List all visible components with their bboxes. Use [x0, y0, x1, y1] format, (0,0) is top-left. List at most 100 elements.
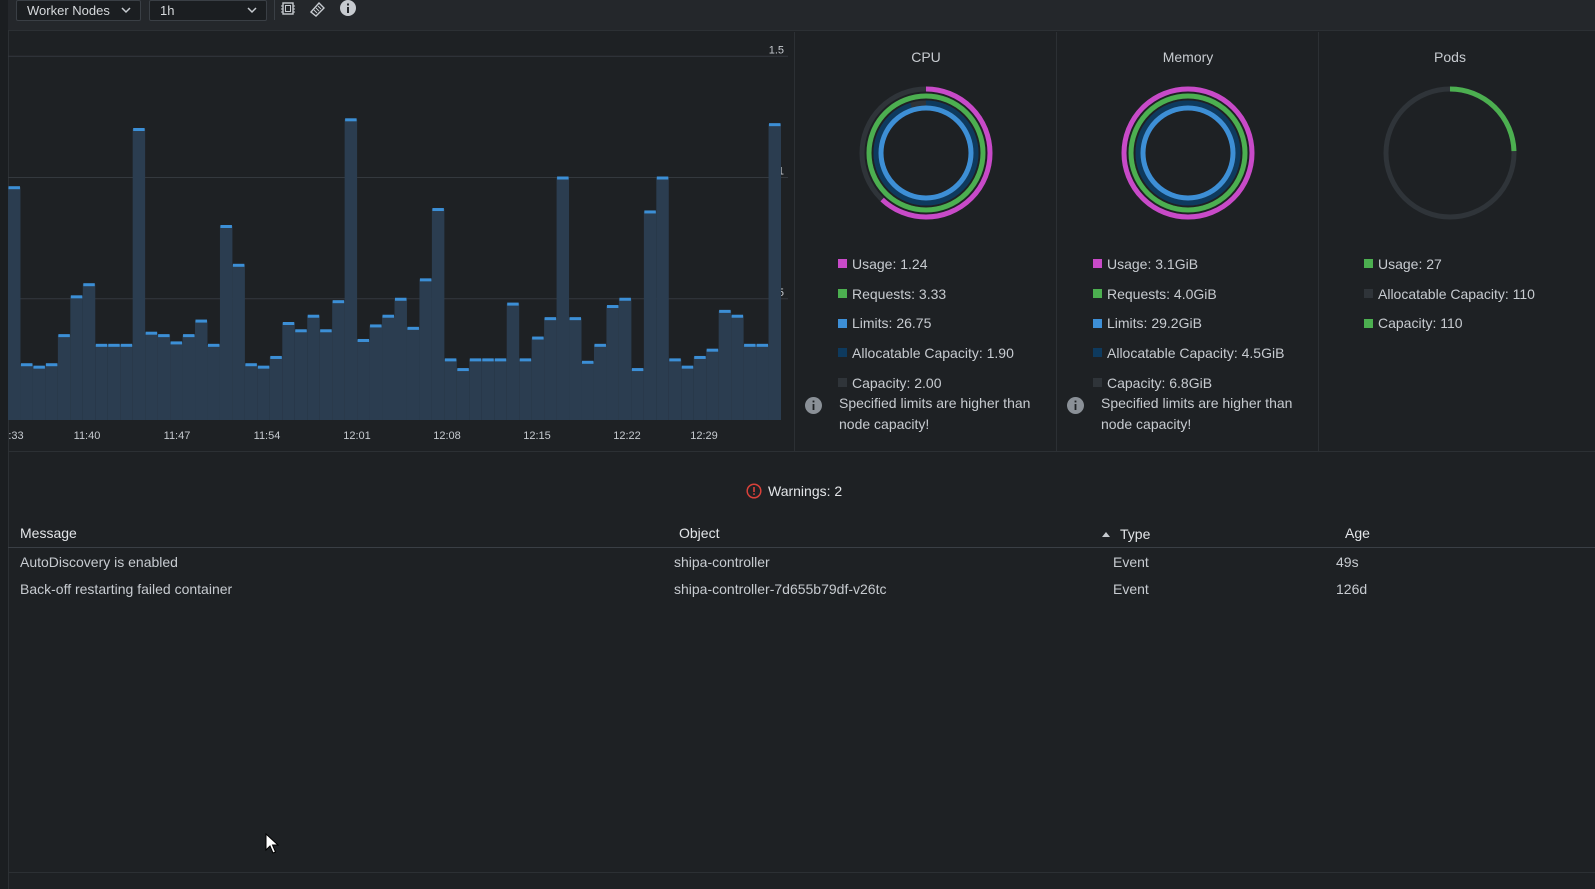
bar[interactable] — [382, 315, 395, 420]
bar[interactable] — [107, 344, 121, 420]
pods-title: Pods — [1434, 49, 1466, 65]
bar[interactable] — [369, 325, 383, 420]
bar[interactable] — [32, 366, 46, 420]
bar[interactable] — [569, 318, 582, 420]
legend-limits: Limits: 26.75 — [838, 308, 1014, 338]
cell-object[interactable]: shipa-controller-7d655b79df-v26tc — [674, 581, 887, 597]
bar[interactable] — [170, 342, 183, 420]
bar[interactable] — [431, 209, 445, 420]
bar[interactable] — [456, 369, 470, 420]
usage-arc — [859, 86, 993, 220]
chevron-down-icon — [247, 7, 257, 14]
bar[interactable] — [319, 330, 333, 420]
bar[interactable] — [469, 359, 482, 420]
column-header-object[interactable]: Object — [679, 525, 720, 541]
bar[interactable] — [494, 359, 507, 420]
x-tick-label: 12:01 — [343, 430, 371, 442]
bar[interactable] — [20, 364, 33, 420]
cell-type: Event — [1113, 554, 1149, 570]
bar-cap — [681, 365, 694, 369]
pods-panel: Pods Usage: 27 Allocatable Capacity: 110… — [1318, 32, 1595, 451]
bar[interactable] — [294, 330, 308, 420]
bar[interactable] — [257, 366, 270, 420]
bar[interactable] — [182, 335, 196, 420]
bar[interactable] — [743, 344, 757, 420]
bar[interactable] — [631, 369, 644, 420]
bar[interactable] — [768, 124, 781, 421]
legend-capacity: Capacity: 110 — [1364, 308, 1535, 338]
bar[interactable] — [244, 364, 258, 420]
bar[interactable] — [531, 337, 545, 420]
bar[interactable] — [444, 359, 457, 420]
bar[interactable] — [57, 335, 71, 420]
bar[interactable] — [618, 298, 632, 420]
legend-label: Usage: 3.1GiB — [1107, 255, 1199, 272]
bar[interactable] — [45, 364, 58, 420]
bar[interactable] — [643, 211, 657, 420]
bar[interactable] — [269, 356, 283, 420]
bar[interactable] — [556, 177, 570, 421]
bar[interactable] — [681, 366, 694, 420]
cpu-icon[interactable] — [278, 0, 298, 18]
bar-cap — [482, 358, 494, 362]
bar[interactable] — [145, 332, 158, 420]
column-header-message[interactable]: Message — [20, 525, 77, 541]
bar-cap — [95, 343, 108, 347]
legend-swatch — [838, 348, 847, 358]
bar[interactable] — [219, 226, 233, 420]
bar[interactable] — [82, 284, 96, 420]
memory-icon[interactable] — [307, 0, 327, 18]
bar[interactable] — [132, 129, 146, 420]
bar[interactable] — [706, 349, 719, 420]
bar[interactable] — [506, 303, 520, 420]
bar-cap — [769, 123, 781, 127]
column-header-age[interactable]: Age — [1345, 525, 1370, 541]
bar[interactable] — [481, 359, 495, 420]
warning-icon — [746, 483, 762, 499]
bar[interactable] — [593, 344, 607, 420]
bar[interactable] — [693, 356, 707, 420]
node-filter-select[interactable]: Worker Nodes — [16, 0, 141, 21]
bar-cap — [407, 326, 419, 330]
bar[interactable] — [157, 335, 171, 420]
bar[interactable] — [394, 298, 407, 420]
bar-cap — [606, 305, 619, 309]
x-tick-label: 11:47 — [164, 430, 191, 442]
bar[interactable] — [8, 187, 21, 420]
legend-label: Allocatable Capacity: 1.90 — [852, 344, 1014, 361]
bar-cap — [108, 343, 120, 347]
bar[interactable] — [207, 344, 220, 420]
cpu-limits-notice: Specified limits are higher than node ca… — [805, 393, 1049, 435]
column-header-type-label: Type — [1120, 526, 1151, 542]
bar[interactable] — [544, 318, 557, 420]
bar[interactable] — [357, 339, 370, 420]
legend-swatch — [1093, 348, 1102, 358]
bar[interactable] — [718, 310, 732, 420]
bar[interactable] — [95, 344, 108, 420]
bar[interactable] — [606, 306, 619, 420]
allocatable-arc — [1135, 100, 1241, 206]
bar[interactable] — [656, 177, 669, 421]
column-header-type[interactable]: Type — [1101, 521, 1150, 547]
bar[interactable] — [195, 320, 208, 420]
info-icon[interactable] — [338, 0, 358, 18]
bar[interactable] — [581, 361, 594, 420]
bar[interactable] — [232, 264, 245, 420]
bar[interactable] — [344, 119, 358, 421]
bar[interactable] — [668, 359, 682, 420]
bar[interactable] — [519, 359, 532, 420]
cell-object[interactable]: shipa-controller — [674, 554, 770, 570]
bar[interactable] — [307, 315, 320, 420]
bar[interactable] — [419, 279, 432, 420]
bar[interactable] — [282, 323, 295, 420]
bar[interactable] — [731, 315, 744, 420]
bar[interactable] — [406, 327, 420, 420]
bar[interactable] — [70, 296, 83, 420]
bar-cap — [320, 329, 332, 333]
bar[interactable] — [756, 344, 769, 420]
bar[interactable] — [332, 301, 345, 420]
bar-cap — [33, 365, 45, 369]
legend-label: Usage: 1.24 — [852, 255, 928, 272]
bar[interactable] — [120, 344, 133, 420]
time-range-select[interactable]: 1h — [149, 0, 267, 21]
